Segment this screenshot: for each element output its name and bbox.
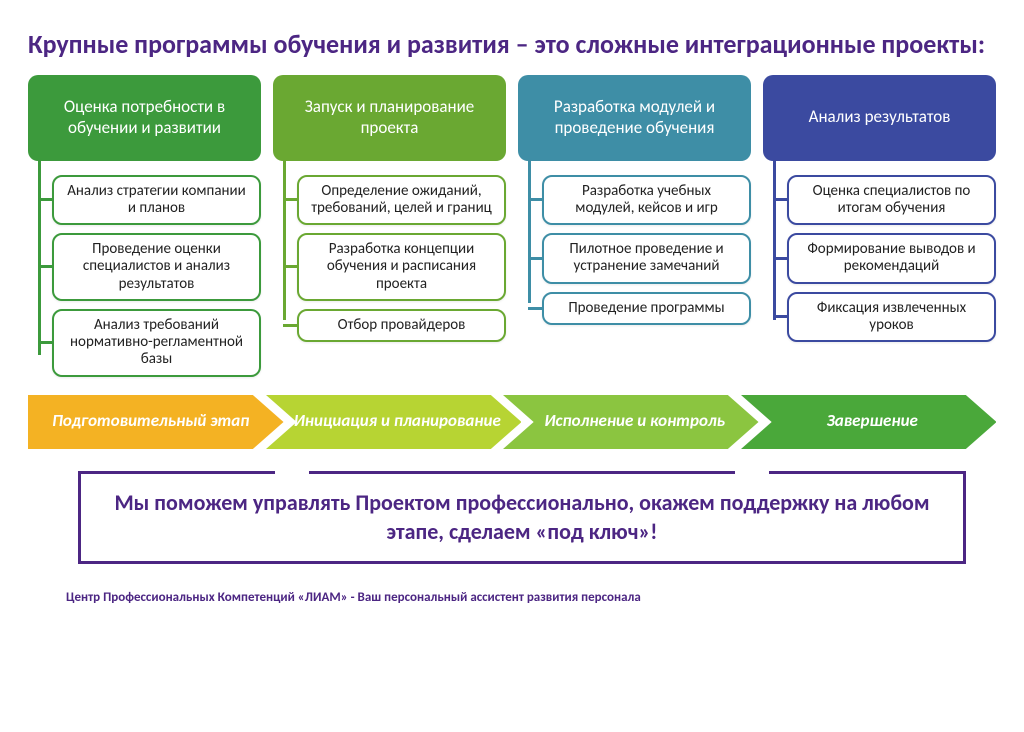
item-box: Формирование выводов и рекомендаций: [787, 233, 996, 284]
item-box: Отбор провайдеров: [297, 309, 506, 342]
list-item: Проведение программы: [542, 292, 751, 325]
arrow-label: Подготовительный этап: [42, 412, 269, 431]
column-body: Анализ стратегии компании и планов Провед…: [38, 161, 261, 377]
connector-branch: [38, 198, 52, 201]
arrow-label: Завершение: [799, 412, 938, 431]
connector-stem: [38, 161, 41, 355]
item-box: Фиксация извлеченных уроков: [787, 292, 996, 343]
connector-branch: [773, 257, 787, 260]
list-item: Анализ требований нормативно-регламентно…: [52, 309, 261, 377]
process-arrow-row: Подготовительный этапИнициация и планиро…: [28, 395, 996, 449]
page-title: Крупные программы обучения и развития – …: [28, 28, 996, 61]
list-item: Пилотное проведение и устранение замечан…: [542, 233, 751, 284]
list-item: Фиксация извлеченных уроков: [787, 292, 996, 343]
arrow-label: Инициация и планирование: [266, 412, 521, 431]
list-item: Оценка специалистов по итогам обучения: [787, 175, 996, 226]
item-list: Анализ стратегии компании и планов Провед…: [52, 167, 261, 377]
list-item: Отбор провайдеров: [297, 309, 506, 342]
columns-container: Оценка потребности в обучении и развитии…: [28, 75, 996, 377]
connector-stem: [773, 161, 776, 321]
item-box: Проведение программы: [542, 292, 751, 325]
footer-text: Центр Профессиональных Компетенций «ЛИАМ…: [28, 590, 996, 605]
callout-text: Мы поможем управлять Проектом профессион…: [114, 489, 929, 546]
column-header: Анализ результатов: [763, 75, 996, 161]
connector-stem: [283, 161, 286, 321]
connector-branch: [283, 198, 297, 201]
connector-branch: [528, 198, 542, 201]
list-item: Определение ожиданий, требований, целей …: [297, 175, 506, 226]
column-header: Запуск и планирование проекта: [273, 75, 506, 161]
column-body: Разработка учебных модулей, кейсов и игр…: [528, 161, 751, 325]
connector-branch: [528, 257, 542, 260]
column: Запуск и планирование проекта Определение…: [273, 75, 506, 377]
list-item: Разработка учебных модулей, кейсов и игр: [542, 175, 751, 226]
connector-branch: [773, 315, 787, 318]
arrow-label: Исполнение и контроль: [516, 412, 745, 431]
item-box: Разработка учебных модулей, кейсов и игр: [542, 175, 751, 226]
item-list: Определение ожиданий, требований, целей …: [297, 167, 506, 343]
item-list: Разработка учебных модулей, кейсов и игр…: [542, 167, 751, 325]
callout-box: Мы поможем управлять Проектом профессион…: [78, 471, 966, 564]
column: Анализ результатовОценка специалистов по…: [763, 75, 996, 377]
column: Оценка потребности в обучении и развитии…: [28, 75, 261, 377]
item-box: Определение ожиданий, требований, целей …: [297, 175, 506, 226]
item-box: Анализ стратегии компании и планов: [52, 175, 261, 226]
connector-branch: [38, 265, 52, 268]
item-list: Оценка специалистов по итогам обучения Фо…: [787, 167, 996, 343]
item-box: Проведение оценки специалистов и анализ …: [52, 233, 261, 301]
column-body: Определение ожиданий, требований, целей …: [283, 161, 506, 343]
process-stage-arrow: Завершение: [741, 395, 997, 449]
connector-branch: [528, 307, 542, 310]
column-body: Оценка специалистов по итогам обучения Фо…: [773, 161, 996, 343]
connector-branch: [38, 341, 52, 344]
item-box: Пилотное проведение и устранение замечан…: [542, 233, 751, 284]
item-box: Разработка концепции обучения и расписан…: [297, 233, 506, 301]
item-box: Анализ требований нормативно-регламентно…: [52, 309, 261, 377]
item-box: Оценка специалистов по итогам обучения: [787, 175, 996, 226]
column: Разработка модулей и проведение обучения…: [518, 75, 751, 377]
process-stage-arrow: Подготовительный этап: [28, 395, 284, 449]
process-stage-arrow: Инициация и планирование: [266, 395, 522, 449]
column-header: Оценка потребности в обучении и развитии: [28, 75, 261, 161]
list-item: Формирование выводов и рекомендаций: [787, 233, 996, 284]
connector-branch: [283, 265, 297, 268]
list-item: Проведение оценки специалистов и анализ …: [52, 233, 261, 301]
process-stage-arrow: Исполнение и контроль: [503, 395, 759, 449]
connector-stem: [528, 161, 531, 303]
list-item: Анализ стратегии компании и планов: [52, 175, 261, 226]
column-header: Разработка модулей и проведение обучения: [518, 75, 751, 161]
connector-branch: [773, 198, 787, 201]
connector-branch: [283, 324, 297, 327]
list-item: Разработка концепции обучения и расписан…: [297, 233, 506, 301]
